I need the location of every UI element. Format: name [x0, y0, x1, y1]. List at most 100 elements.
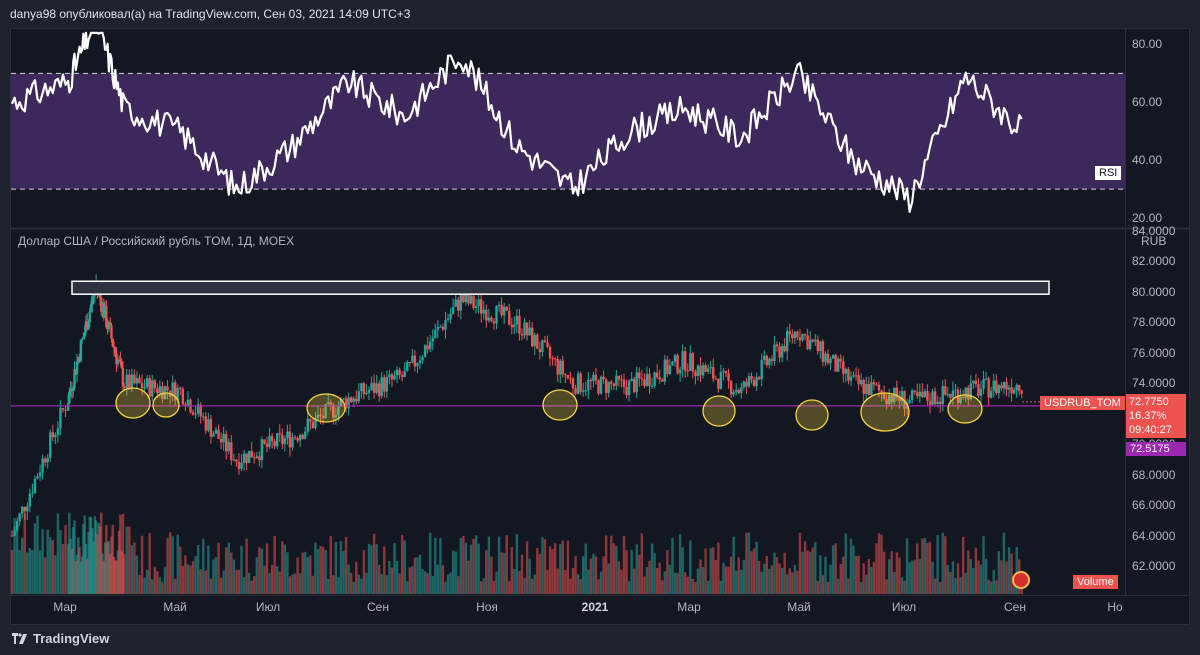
candle-body	[68, 391, 71, 404]
candle-body	[890, 394, 893, 403]
candle-body	[115, 353, 118, 365]
volume-bar	[653, 553, 656, 594]
volume-bar	[97, 522, 100, 594]
volume-bar	[151, 579, 154, 594]
volume-bar	[395, 560, 399, 594]
volume-bar	[931, 561, 934, 594]
volume-bar	[615, 546, 618, 594]
volume-bar	[576, 574, 580, 594]
candle-body	[673, 355, 677, 362]
volume-bar	[367, 543, 371, 594]
candle-body	[842, 361, 845, 374]
volume-bar	[712, 547, 715, 594]
candle-body	[207, 419, 210, 431]
volume-bar	[990, 581, 993, 594]
candle-body	[66, 403, 70, 411]
candle-body	[158, 386, 162, 394]
candle-body	[92, 295, 95, 297]
candle-body	[788, 331, 791, 335]
candle-body	[622, 379, 626, 387]
candle-body	[283, 438, 287, 445]
candle-body	[46, 457, 49, 463]
flag-icon[interactable]	[1012, 571, 1030, 589]
candle-body	[245, 453, 248, 464]
volume-bar	[431, 576, 434, 594]
candle-body	[987, 378, 990, 398]
candle-body	[627, 381, 631, 396]
volume-bar	[108, 553, 112, 594]
volume-bar	[88, 516, 91, 594]
candle-body	[304, 431, 307, 439]
candle-body	[533, 334, 536, 347]
volume-bar	[735, 570, 738, 594]
candle-body	[505, 306, 508, 311]
volume-bar	[10, 549, 14, 594]
volume-bar	[635, 544, 638, 594]
candle-body	[671, 361, 674, 366]
candle-body	[964, 387, 967, 398]
candle-body	[199, 404, 202, 417]
candle-body	[111, 338, 114, 347]
price-tick-label: 68.0000	[1132, 467, 1176, 482]
volume-bar	[74, 560, 77, 594]
candle-body	[329, 402, 332, 405]
volume-bar	[599, 571, 603, 594]
candle-body	[334, 415, 338, 418]
candle-body	[390, 374, 394, 380]
price-pane-title: Доллар США / Российский рубль TOM, 1Д, M…	[18, 234, 295, 248]
candle-body	[306, 418, 309, 432]
candle-body	[638, 372, 641, 379]
candle-body	[74, 369, 77, 375]
volume-bar	[633, 568, 636, 594]
candle-body	[913, 390, 916, 393]
candle-body	[791, 334, 794, 339]
candle-body	[214, 429, 218, 434]
volume-bar	[306, 556, 309, 594]
volume-bar	[390, 567, 394, 594]
volume-bar	[84, 544, 88, 594]
volume-bar	[383, 546, 386, 594]
candle-body	[23, 506, 26, 512]
candle-body	[298, 434, 302, 441]
candle-body	[589, 379, 593, 382]
candle-body	[1018, 384, 1021, 392]
candle-body	[107, 322, 111, 329]
volume-bar	[311, 575, 315, 594]
volume-bar	[831, 545, 835, 594]
candle-body	[678, 369, 682, 374]
candle-body	[79, 340, 83, 362]
volume-bar	[31, 550, 34, 594]
candle-body	[1015, 384, 1018, 390]
candle-body	[212, 433, 215, 437]
volume-bar	[847, 578, 850, 594]
volume-bar	[556, 568, 559, 594]
candle-body	[100, 297, 103, 312]
volume-bar	[974, 547, 978, 594]
volume-bar	[760, 571, 763, 594]
candle-body	[106, 327, 109, 329]
volume-bar	[80, 556, 84, 594]
volume-bar	[566, 540, 570, 594]
candle-body	[123, 386, 126, 389]
volume-bar	[944, 536, 947, 594]
candle-body	[745, 381, 748, 387]
volume-bar	[729, 556, 733, 594]
volume-bar	[602, 556, 605, 594]
volume-bar	[691, 578, 695, 594]
price-tick-label: 62.0000	[1132, 559, 1176, 573]
volume-bar	[607, 563, 610, 594]
volume-bar	[83, 515, 86, 594]
time-tick-label: Июл	[891, 600, 917, 614]
volume-bar	[704, 548, 707, 594]
volume-bar	[439, 538, 442, 594]
candle-body	[757, 377, 761, 380]
volume-bar	[763, 563, 766, 594]
support-touch-highlight	[115, 387, 151, 419]
candle-body	[819, 341, 822, 352]
volume-bar	[538, 553, 542, 594]
candle-body	[337, 406, 340, 416]
volume-bar	[278, 571, 281, 594]
candle-body	[43, 458, 47, 463]
volume-bar	[128, 526, 131, 594]
